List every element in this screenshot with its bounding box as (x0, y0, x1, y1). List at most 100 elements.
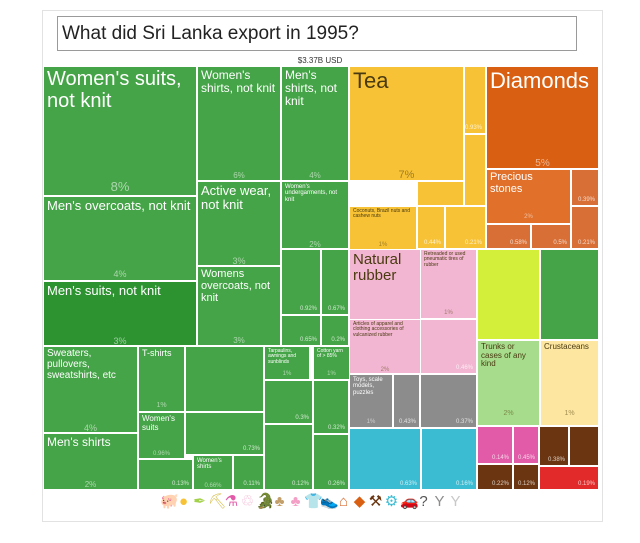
treemap-filler-cell[interactable] (185, 346, 264, 412)
treemap-filler-cell[interactable]: 0.16% (421, 428, 477, 490)
treemap-filler-cell[interactable]: 0.3% (264, 380, 313, 424)
metals-icon[interactable]: ⚒ (368, 493, 383, 510)
treemap-filler-cell[interactable]: 0.38% (539, 426, 569, 466)
treemap-cell[interactable]: Men's suits, not knit 3% (43, 281, 197, 346)
treemap-cell-value: 6% (233, 171, 245, 180)
treemap-filler-cell[interactable] (477, 249, 540, 340)
treemap-cell[interactable]: Articles of apparel and clothing accesso… (349, 319, 421, 374)
treemap-filler-cell[interactable]: 0.65% (281, 315, 321, 346)
treemap-filler-cell[interactable]: 0.39% (571, 169, 599, 206)
treemap-cell[interactable]: Women's suits 0.96% (138, 412, 185, 459)
vegetable-products-icon[interactable]: ● (178, 493, 189, 510)
treemap-cell[interactable]: Precious stones 2% (486, 169, 571, 224)
treemap-cell[interactable]: Active wear, not knit 3% (197, 181, 281, 266)
treemap-filler-cell[interactable]: 0.46% (420, 319, 477, 374)
treemap-filler-cell[interactable]: 0.14% (477, 426, 513, 464)
treemap-filler-cell[interactable]: 0.93% (464, 66, 486, 134)
treemap-cell[interactable]: Women's shirts 0.66% (193, 455, 233, 490)
treemap-filler-cell[interactable]: 0.67% (321, 249, 349, 315)
chemical-products-icon[interactable]: ⚗ (224, 493, 239, 510)
treemap-small-value: 0.21% (577, 240, 595, 246)
treemap-small-value: 0.39% (577, 197, 595, 203)
miscellaneous-icon[interactable]: Y (434, 493, 445, 510)
instruments-icon[interactable]: ? (419, 493, 428, 510)
treemap-filler-cell[interactable]: 0.13% (138, 459, 193, 490)
treemap-cell-label: Tea (353, 68, 389, 93)
stone-glass-icon[interactable]: ⌂ (338, 493, 349, 510)
treemap-filler-cell[interactable]: 0.45% (513, 426, 539, 464)
treemap-cell[interactable]: Men's shirts, not knit 4% (281, 66, 349, 181)
treemap-cell[interactable]: Men's shirts 2% (43, 433, 138, 490)
treemap-small-value: 0.3% (295, 415, 309, 421)
treemap-filler-cell[interactable]: 0.12% (513, 464, 539, 490)
treemap-small-value: 0.11% (243, 481, 260, 487)
treemap-cell-value: 1% (282, 371, 292, 377)
treemap-cell[interactable]: Women's suits, not knit 8% (43, 66, 197, 196)
treemap-cell[interactable]: Women's shirts, not knit 6% (197, 66, 281, 181)
treemap-cell-label: Women's suits (142, 414, 175, 432)
wood-products-icon[interactable]: ♣ (274, 493, 285, 510)
treemap-filler-cell[interactable] (569, 426, 599, 466)
treemap-small-value: 0.93% (464, 125, 482, 131)
treemap-filler-cell[interactable] (464, 134, 486, 206)
treemap-filler-cell[interactable]: 0.11% (233, 455, 264, 490)
treemap-cell[interactable]: Women's undergarments, not knit 2% (281, 181, 349, 249)
total-value: $3.37B USD (297, 56, 343, 65)
precious-metals-icon[interactable]: ◆ (353, 493, 366, 510)
treemap-cell[interactable]: Tea 7% (349, 66, 464, 181)
treemap-filler-cell[interactable]: 0.58% (486, 224, 531, 249)
animal-hides-icon[interactable]: 🐊 (256, 493, 275, 510)
mineral-products-icon[interactable]: ⛏ (208, 493, 228, 510)
treemap-filler-cell[interactable]: 0.2% (321, 315, 349, 346)
treemap-small-value: 0.21% (464, 240, 482, 246)
services-icon[interactable]: Y (450, 493, 461, 510)
treemap-filler-cell[interactable]: 0.32% (313, 380, 349, 434)
transportation-icon[interactable]: 🚗 (400, 493, 419, 510)
paper-goods-icon[interactable]: ♣ (290, 493, 301, 510)
treemap-filler-cell[interactable]: 0.5% (531, 224, 571, 249)
treemap-filler-cell[interactable] (417, 181, 464, 206)
treemap-filler-cell[interactable]: 0.12% (264, 424, 313, 490)
foodstuffs-icon[interactable]: ✒ (193, 493, 206, 510)
treemap-cell-label: Toys, scale models, puzzles (353, 377, 383, 396)
treemap-cell[interactable]: Trunks or cases of any kind 2% (477, 340, 540, 426)
treemap-filler-cell[interactable] (540, 249, 599, 340)
treemap-filler-cell[interactable]: 0.19% (539, 466, 599, 490)
treemap-cell-label: Men's shirts (47, 435, 111, 449)
treemap-cell[interactable]: Crustaceans 1% (540, 340, 599, 426)
treemap-filler-cell[interactable]: 0.44% (417, 206, 445, 249)
textiles-icon[interactable]: 👕 (304, 493, 323, 510)
treemap-cell[interactable]: Retreaded or used pneumatic tires of rub… (420, 249, 477, 319)
treemap-filler-cell[interactable]: 0.22% (477, 464, 513, 490)
treemap-filler-cell[interactable]: 0.37% (420, 374, 477, 428)
treemap-cell[interactable]: Cotton yarn of > 85% 1% (313, 346, 350, 380)
treemap-cell[interactable]: Diamonds 5% (486, 66, 599, 169)
treemap-cell-label: Active wear, not knit (201, 183, 272, 213)
treemap-filler-cell[interactable]: 0.21% (571, 206, 599, 249)
treemap-cell[interactable]: Sweaters, pullovers, sweatshirts, etc 4% (43, 346, 138, 433)
treemap-cell[interactable]: Coconuts, Brazil nuts and cashew nuts 1% (349, 206, 417, 250)
treemap-cell[interactable]: Men's overcoats, not knit 4% (43, 196, 197, 281)
treemap-cell-value: 1% (378, 242, 388, 248)
treemap-cell[interactable]: Toys, scale models, puzzles 1% (349, 374, 393, 428)
treemap-filler-cell[interactable]: 0.73% (185, 412, 264, 455)
treemap-cell[interactable]: Tarpaulins, awnings and sunblinds 1% (264, 346, 310, 380)
treemap-cell[interactable]: Womens overcoats, not knit 3% (197, 266, 281, 346)
treemap-filler-cell[interactable]: 0.63% (349, 428, 421, 490)
treemap-filler-cell[interactable]: 0.21% (445, 206, 486, 249)
treemap-cell[interactable]: T-shirts 1% (138, 346, 185, 412)
animal-products-icon[interactable]: 🐖 (160, 493, 179, 510)
treemap-small-value: 0.12% (517, 481, 535, 487)
treemap-filler-cell[interactable]: 0.26% (313, 434, 349, 490)
plastics-rubbers-icon[interactable]: ♲ (240, 493, 255, 510)
title-box[interactable]: What did Sri Lanka export in 1995? (57, 16, 577, 51)
treemap-filler-cell[interactable]: 0.43% (393, 374, 420, 428)
sector-legend: 🐖 ● ✒ ⛏ ⚗ ♲ 🐊 ♣ ♣ 👕 👟 ⌂ ◆ ⚒ ⚙ 🚗? Y Y (160, 493, 480, 515)
treemap-cell-value: 1% (327, 371, 336, 377)
treemap-cell-label: Sweaters, pullovers, sweatshirts, etc (47, 348, 116, 381)
treemap-cell-label: Men's overcoats, not knit (47, 198, 191, 213)
machines-icon[interactable]: ⚙ (384, 493, 399, 510)
footwear-icon[interactable]: 👟 (320, 493, 339, 510)
treemap-filler-cell[interactable]: 0.92% (281, 249, 321, 315)
treemap-cell-label: Women's shirts (197, 458, 222, 471)
